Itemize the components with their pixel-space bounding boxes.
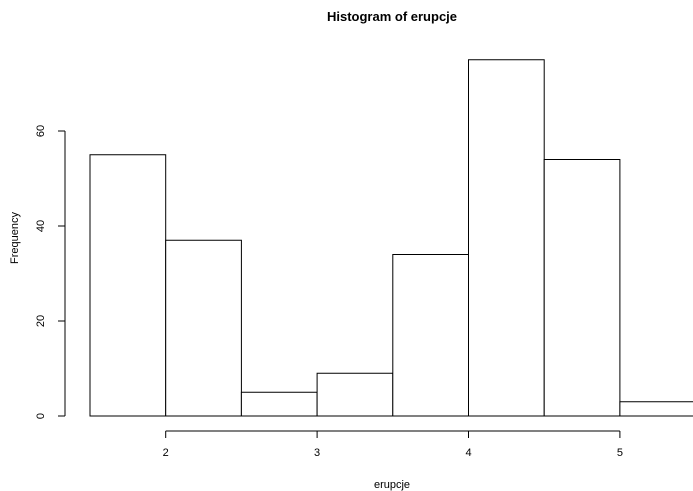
y-tick-label-20: 20 [35, 315, 47, 327]
x-axis-label: erupcje [374, 479, 410, 491]
histogram-bar-5 [392, 254, 469, 417]
chart-title: Histogram of erupcje [327, 9, 457, 24]
y-tick-label-40: 40 [35, 220, 47, 232]
x-tick-label-4: 4 [465, 447, 471, 459]
x-axis: 2 3 4 5 [163, 430, 623, 459]
histogram-bar-2 [165, 239, 242, 417]
histogram-bar-8 [619, 401, 693, 417]
histogram-bar-6 [468, 59, 545, 417]
y-axis-label: Frequency [9, 212, 21, 264]
histogram-bar-3 [240, 391, 318, 417]
x-tick-label-5: 5 [617, 447, 623, 459]
y-tick-label-60: 60 [35, 125, 47, 137]
y-axis: 0 20 40 60 [35, 125, 66, 419]
bars-group [89, 59, 693, 417]
x-tick-label-3: 3 [314, 447, 320, 459]
histogram-bar-1 [89, 154, 167, 417]
histogram-bar-7 [543, 159, 621, 417]
y-tick-label-0: 0 [35, 413, 47, 419]
x-tick-label-2: 2 [163, 447, 169, 459]
histogram-bar-4 [316, 372, 394, 417]
